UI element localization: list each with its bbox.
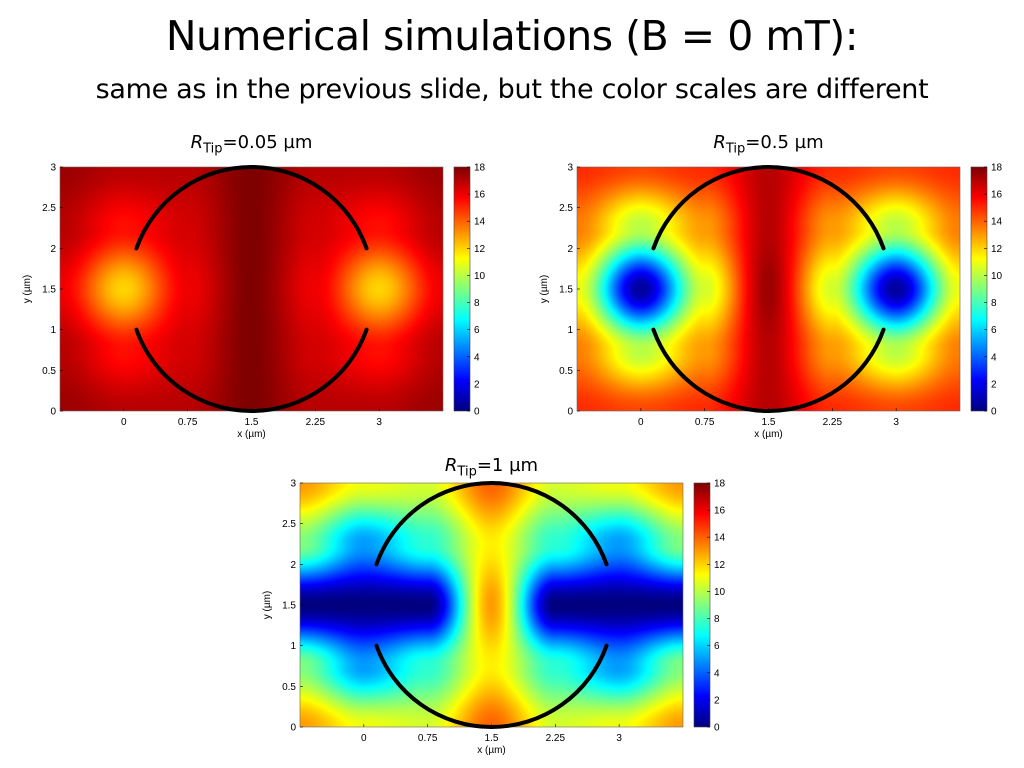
x-tick-label: 3 [893,417,899,428]
colorbar-tick-label: 12 [991,244,1003,255]
y-tick-label: 0 [290,723,296,734]
x-tick-label: 1.5 [245,417,259,428]
colorbar [971,167,987,411]
x-axis-label: x (µm) [754,429,783,440]
x-tick-label: 3 [376,417,382,428]
colorbar-tick-label: 12 [474,244,486,255]
x-tick-label: 0.75 [695,417,715,428]
heatmap-image [60,167,443,411]
colorbar-tick-label: 6 [714,641,720,652]
colorbar-tick-label: 2 [714,695,720,706]
title-variable: R [190,132,204,153]
y-tick-label: 0.5 [282,682,296,693]
heatmap-image [577,167,960,411]
y-tick-label: 1 [50,325,56,336]
colorbar [694,483,710,727]
x-tick-label: 2.25 [306,417,326,428]
colorbar-tick-label: 16 [474,190,486,201]
colorbar-tick-label: 8 [714,614,720,625]
x-tick-label: 0 [121,417,127,428]
colorbar-tick-label: 18 [714,479,726,490]
panel-title: RTip=1 µm [445,455,538,480]
title-subscript: Tip [725,141,746,157]
colorbar-tick-label: 0 [714,723,720,734]
y-tick-label: 2.5 [42,203,56,214]
x-tick-label: 1.5 [485,733,499,744]
colorbar-tick-label: 0 [474,407,480,418]
colorbar-tick-label: 16 [991,190,1003,201]
slide-subtitle: same as in the previous slide, but the c… [95,74,929,105]
y-axis-label: y (µm) [539,275,550,304]
y-tick-label: 0.5 [559,366,573,377]
y-tick-label: 0 [50,407,56,418]
colorbar-tick-label: 14 [714,533,726,544]
x-tick-label: 2.25 [823,417,843,428]
colorbar-tick-label: 0 [991,407,997,418]
colorbar-tick-label: 10 [991,271,1003,282]
colorbar-tick-label: 8 [991,298,997,309]
panel-title: RTip=0.05 µm [191,132,313,157]
colorbar-tick-label: 6 [474,325,480,336]
x-tick-label: 0.75 [178,417,198,428]
colorbar [454,167,470,411]
y-tick-label: 2 [567,244,573,255]
colorbar-tick-label: 6 [991,325,997,336]
y-tick-label: 3 [290,479,296,490]
colorbar-tick-label: 14 [474,217,486,228]
colorbar-tick-label: 4 [991,352,997,363]
x-tick-label: 2.25 [546,733,566,744]
title-value: =0.05 µm [222,132,313,153]
heatmap-image [300,483,683,727]
y-tick-label: 2.5 [282,519,296,530]
panel-title: RTip=0.5 µm [713,132,823,157]
x-tick-label: 0 [361,733,367,744]
y-tick-label: 2 [50,244,56,255]
colorbar-tick-label: 16 [714,506,726,517]
colorbar-tick-label: 18 [991,163,1003,174]
y-tick-label: 3 [567,163,573,174]
colorbar-tick-label: 4 [714,668,720,679]
colorbar-tick-label: 12 [714,560,726,571]
x-tick-label: 1.5 [762,417,776,428]
x-tick-label: 0 [638,417,644,428]
colorbar-tick-label: 18 [474,163,486,174]
title-subscript: Tip [457,464,477,480]
title-subscript: Tip [203,141,223,157]
y-tick-label: 2 [290,560,296,571]
y-tick-label: 1.5 [559,285,573,296]
y-axis-label: y (µm) [22,275,33,304]
colorbar-tick-label: 10 [714,587,726,598]
x-axis-label: x (µm) [477,745,506,756]
y-tick-label: 2.5 [559,203,573,214]
y-tick-label: 1 [290,641,296,652]
title-value: =1 µm [476,455,539,476]
colorbar-tick-label: 8 [474,298,480,309]
y-tick-label: 0 [567,407,573,418]
title-variable: R [444,455,458,476]
x-tick-label: 0.75 [418,733,438,744]
y-tick-label: 1.5 [282,601,296,612]
y-tick-label: 1.5 [42,285,56,296]
colorbar-tick-label: 10 [474,271,486,282]
colorbar-tick-label: 2 [991,379,997,390]
y-axis-label: y (µm) [262,591,273,620]
colorbar-tick-label: 4 [474,352,480,363]
y-tick-label: 0.5 [42,366,56,377]
y-tick-label: 3 [50,163,56,174]
title-variable: R [713,132,726,153]
y-tick-label: 1 [567,325,573,336]
x-axis-label: x (µm) [237,429,266,440]
colorbar-tick-label: 14 [991,217,1003,228]
x-tick-label: 3 [616,733,622,744]
title-value: =0.5 µm [745,132,824,153]
colorbar-tick-label: 2 [474,379,480,390]
slide-title: Numerical simulations (B = 0 mT): [165,12,859,60]
